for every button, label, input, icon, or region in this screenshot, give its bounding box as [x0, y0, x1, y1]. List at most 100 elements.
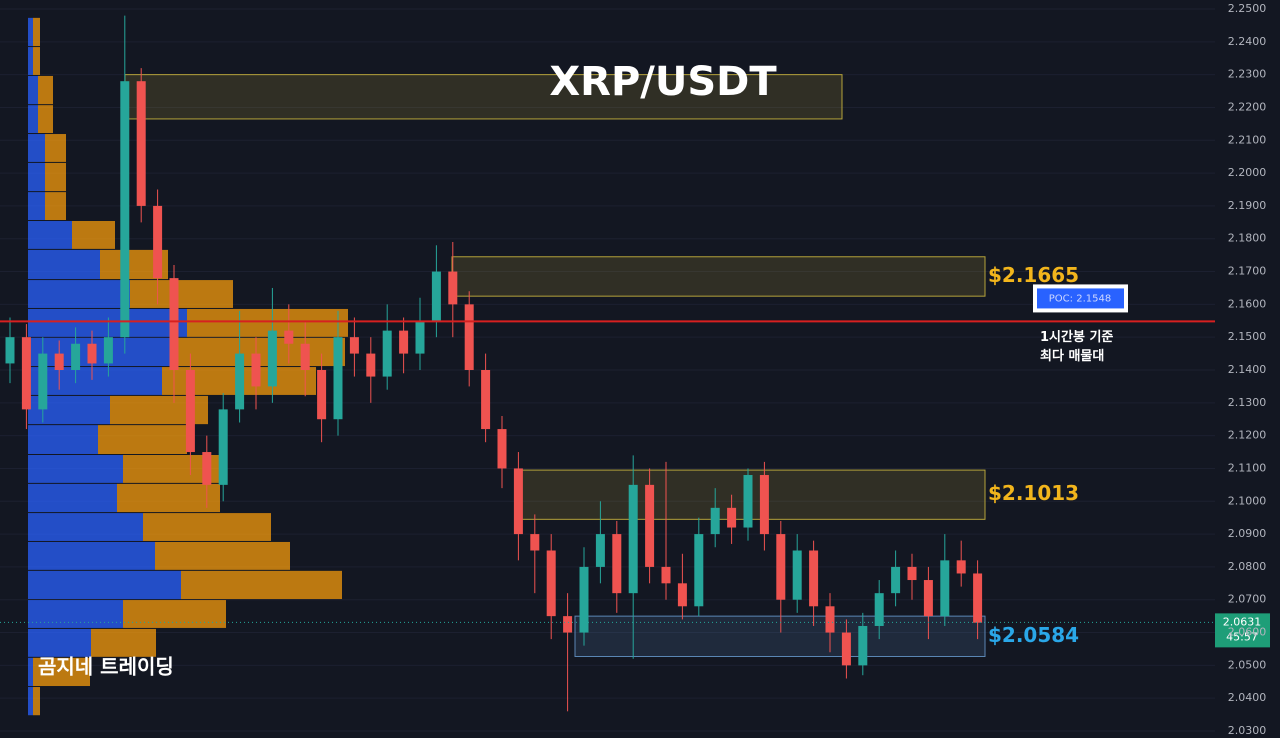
- y-tick-label: 2.1900: [1228, 199, 1267, 212]
- zone-label: $2.1665: [988, 263, 1079, 287]
- candle-body: [792, 550, 802, 600]
- last-price-label: 2.0631: [1223, 615, 1262, 628]
- candle-body: [546, 550, 556, 617]
- volume-buy: [28, 367, 162, 395]
- candle-body: [71, 343, 81, 370]
- candle-body: [87, 343, 97, 364]
- candle-body: [563, 616, 573, 633]
- volume-buy: [28, 17, 33, 47]
- candle-body: [710, 507, 720, 535]
- candle-body: [628, 484, 638, 594]
- poc-label: POC: 2.1548: [1049, 293, 1111, 304]
- candle-body: [940, 560, 950, 617]
- candle-body: [431, 271, 441, 321]
- candle-body: [579, 566, 589, 633]
- y-tick-label: 2.0600: [1228, 626, 1267, 639]
- candle-body: [185, 370, 195, 453]
- volume-buy: [28, 105, 38, 134]
- candle-body: [677, 583, 687, 607]
- candle-body: [956, 560, 966, 574]
- candle-body: [874, 593, 884, 626]
- y-tick-label: 2.1000: [1228, 494, 1267, 507]
- volume-sell: [33, 17, 40, 47]
- y-tick-label: 2.2400: [1228, 35, 1267, 48]
- candle-body: [169, 278, 179, 370]
- volume-buy: [28, 570, 181, 600]
- volume-buy: [28, 280, 130, 308]
- volume-buy: [28, 337, 175, 367]
- volume-buy: [28, 513, 143, 541]
- volume-sell: [98, 425, 187, 454]
- candle-body: [727, 507, 737, 528]
- candle-body: [973, 573, 983, 623]
- volume-sell: [45, 162, 66, 192]
- volume-buy: [28, 308, 187, 337]
- candle-body: [333, 337, 343, 420]
- volume-buy: [28, 134, 45, 162]
- watermark: 곰지네 트레이딩: [38, 655, 174, 679]
- y-tick-label: 2.2300: [1228, 68, 1267, 81]
- zone: [451, 256, 986, 297]
- y-tick-label: 2.2200: [1228, 100, 1267, 113]
- candle-body: [923, 580, 933, 617]
- y-tick-label: 2.2100: [1228, 133, 1267, 146]
- volume-buy: [28, 483, 117, 513]
- poc-box-inner: [1037, 288, 1124, 309]
- countdown: 45:57: [1226, 630, 1258, 643]
- volume-sell: [33, 687, 40, 716]
- volume-sell: [155, 541, 290, 570]
- candle-body: [497, 429, 507, 469]
- candle-body: [251, 353, 261, 387]
- volume-buy: [28, 162, 45, 192]
- volume-buy: [28, 192, 45, 221]
- candle-body: [267, 330, 277, 387]
- last-price-box: [1215, 613, 1270, 648]
- volume-sell: [123, 600, 226, 628]
- candle-body: [349, 337, 359, 354]
- volume-sell: [181, 570, 342, 600]
- volume-sell: [33, 47, 40, 75]
- candle-body: [530, 534, 540, 551]
- candle-body: [694, 534, 704, 607]
- y-tick-label: 2.1300: [1228, 396, 1267, 409]
- y-tick-label: 2.0900: [1228, 527, 1267, 540]
- y-tick-label: 2.1100: [1228, 461, 1267, 474]
- candle-body: [218, 409, 228, 485]
- volume-sell: [45, 134, 66, 162]
- candle-body: [5, 337, 15, 364]
- candle-body: [645, 484, 655, 567]
- zone-label: $2.0584: [988, 623, 1079, 647]
- volume-sell: [130, 280, 233, 308]
- y-tick-label: 2.0500: [1228, 658, 1267, 671]
- candle-body: [612, 534, 622, 594]
- candle-body: [21, 337, 31, 410]
- candle-body: [235, 353, 245, 410]
- y-tick-label: 2.0800: [1228, 560, 1267, 573]
- volume-sell: [72, 221, 115, 249]
- y-tick-label: 2.2000: [1228, 166, 1267, 179]
- zone-label: $2.1013: [988, 481, 1079, 505]
- volume-sell: [91, 628, 156, 657]
- y-tick-label: 2.1600: [1228, 297, 1267, 310]
- candle-body: [891, 566, 901, 594]
- volume-sell: [38, 105, 53, 134]
- y-tick-label: 2.0300: [1228, 724, 1267, 737]
- volume-buy: [28, 425, 98, 454]
- volume-sell: [187, 308, 348, 337]
- candle-body: [153, 205, 163, 279]
- volume-buy: [28, 249, 100, 280]
- volume-buy: [28, 628, 91, 657]
- y-tick-label: 2.1500: [1228, 330, 1267, 343]
- candle-body: [38, 353, 48, 410]
- candle-body: [825, 606, 835, 633]
- candle-body: [103, 337, 113, 364]
- candle-body: [300, 343, 310, 370]
- candle-body: [448, 271, 458, 305]
- volume-sell: [117, 483, 220, 513]
- candle-body: [481, 370, 491, 430]
- poc-note: 1시간봉 기준: [1040, 329, 1113, 345]
- volume-sell: [33, 657, 90, 687]
- volume-buy: [28, 600, 123, 628]
- volume-buy: [28, 657, 33, 687]
